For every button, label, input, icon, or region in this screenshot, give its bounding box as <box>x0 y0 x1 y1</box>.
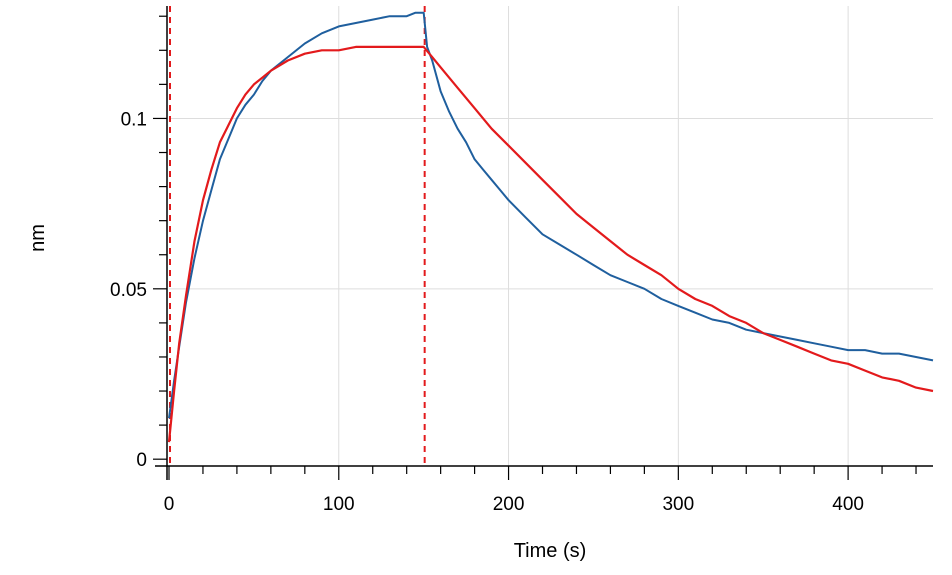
y-tick-label: 0.05 <box>110 280 147 301</box>
y-tick-label: 0.1 <box>121 109 147 130</box>
tick-labels: 0 100 200 300 400 0 0.05 0.1 <box>110 109 864 515</box>
grid-lines <box>169 6 933 466</box>
vertical-markers <box>169 6 426 466</box>
y-tick-label: 0 <box>136 450 147 471</box>
x-tick-label: 300 <box>662 494 694 515</box>
x-axis-title: Time (s) <box>514 540 587 562</box>
fit-series-line <box>167 45 934 443</box>
y-axis-title: nm <box>27 224 49 252</box>
x-tick-label: 200 <box>493 494 525 515</box>
axes <box>153 6 933 480</box>
x-tick-label: 400 <box>832 494 864 515</box>
x-tick-label: 100 <box>323 494 355 515</box>
series-lines <box>167 11 934 443</box>
x-tick-label: 0 <box>164 494 175 515</box>
measured-series-line <box>168 11 934 419</box>
